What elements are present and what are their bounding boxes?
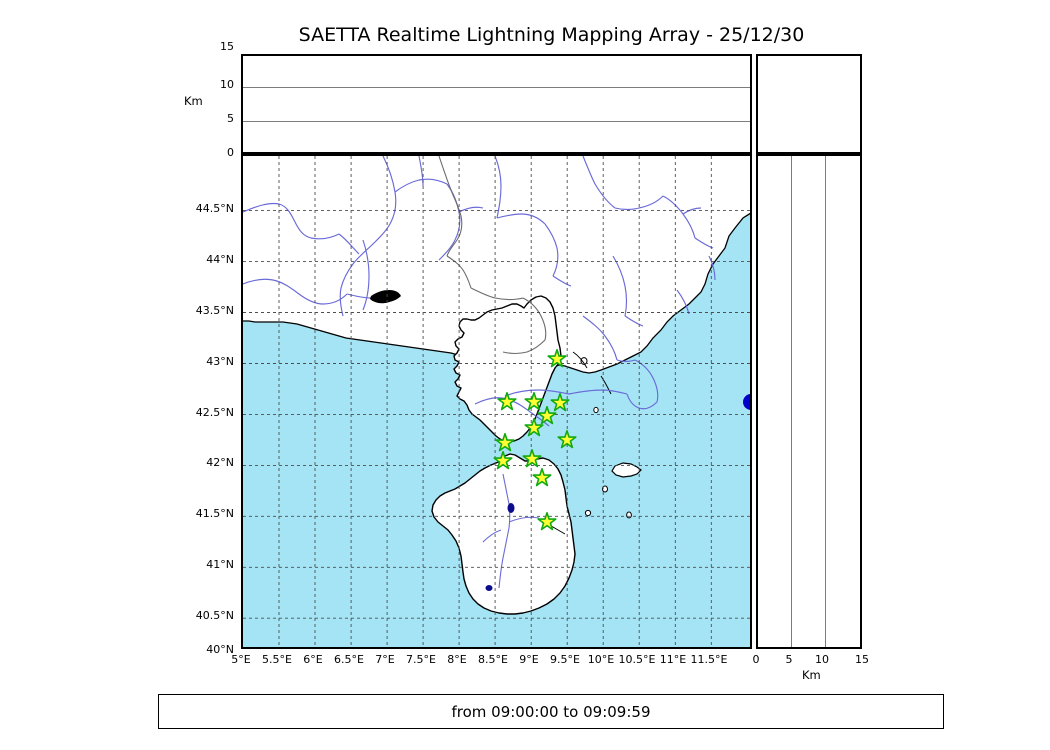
alt-tick-15: 15 — [220, 40, 234, 53]
lon-tick-5: 5°E — [231, 653, 251, 666]
page-title: SAETTA Realtime Lightning Mapping Array … — [298, 24, 805, 46]
status-bar[interactable]: from 09:00:00 to 09:09:59 — [158, 694, 944, 729]
gridline-side-5 — [791, 156, 793, 647]
altitude-axis-label: Km — [184, 94, 203, 108]
lon-tick-9: 9°E — [519, 653, 539, 666]
lon-tick-6-5: 6.5°E — [334, 653, 364, 666]
lon-tick-7-5: 7.5°E — [406, 653, 436, 666]
lon-tick-11: 11°E — [659, 653, 687, 666]
lon-tick-7: 7°E — [375, 653, 395, 666]
side-axis-label: Km — [802, 668, 821, 682]
gridline-alt-10 — [243, 87, 750, 89]
side-tick-10: 10 — [815, 653, 829, 666]
lat-tick-42: 42°N — [206, 456, 234, 469]
lat-tick-41-5: 41.5°N — [195, 507, 234, 520]
altitude-corner-panel[interactable] — [756, 54, 862, 154]
map-graphic — [243, 156, 750, 647]
side-tick-0: 0 — [752, 653, 760, 666]
lon-tick-6: 6°E — [303, 653, 323, 666]
status-text: from 09:00:00 to 09:09:59 — [451, 702, 651, 721]
lat-tick-44: 44°N — [206, 253, 234, 266]
altitude-longitude-panel[interactable] — [241, 54, 752, 154]
alt-tick-10: 10 — [220, 78, 234, 91]
gridline-alt-5 — [243, 120, 750, 122]
lon-tick-10-5: 10.5°E — [618, 653, 656, 666]
alt-tick-5: 5 — [227, 112, 234, 125]
lat-tick-44-5: 44.5°N — [195, 202, 234, 215]
lat-tick-40: 40°N — [206, 643, 234, 656]
lat-tick-43-5: 43.5°N — [195, 304, 234, 317]
lat-tick-40-5: 40.5°N — [195, 609, 234, 622]
lat-tick-43: 43°N — [206, 355, 234, 368]
lon-tick-8-5: 8.5°E — [478, 653, 508, 666]
map-plot-area[interactable] — [241, 154, 752, 649]
latitude-altitude-panel[interactable] — [756, 154, 862, 649]
side-tick-5: 5 — [785, 653, 793, 666]
lon-tick-10: 10°E — [587, 653, 615, 666]
lat-tick-41: 41°N — [206, 558, 234, 571]
edge-dot-marker — [743, 394, 750, 410]
lon-tick-8: 8°E — [447, 653, 467, 666]
gridline-side-10 — [824, 156, 826, 647]
side-tick-15: 15 — [855, 653, 869, 666]
lat-tick-42-5: 42.5°N — [195, 406, 234, 419]
lon-tick-9-5: 9.5°E — [550, 653, 580, 666]
alt-tick-0: 0 — [227, 146, 234, 159]
lon-tick-11-5: 11.5°E — [690, 653, 728, 666]
lon-tick-5-5: 5.5°E — [262, 653, 292, 666]
